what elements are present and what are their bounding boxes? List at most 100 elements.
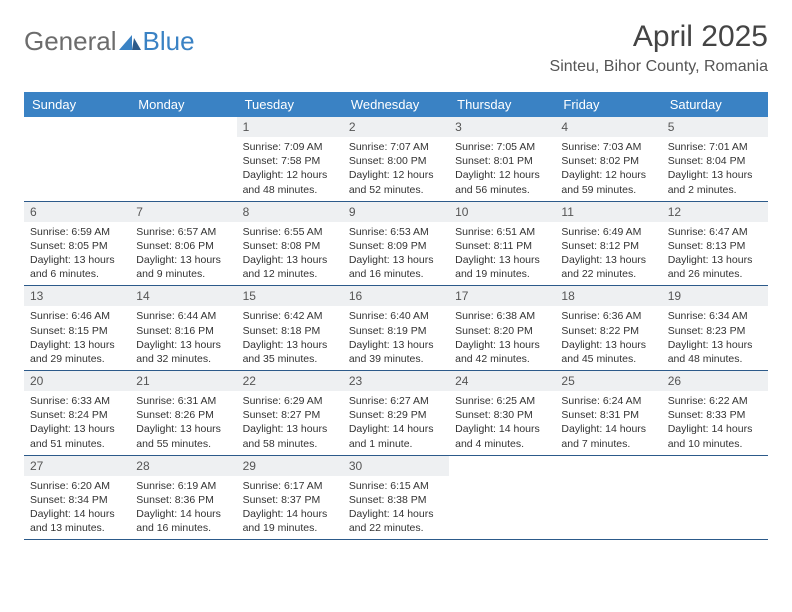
- calendar-empty-cell: [555, 455, 661, 540]
- calendar-day-cell: 17Sunrise: 6:38 AMSunset: 8:20 PMDayligh…: [449, 286, 555, 371]
- calendar-empty-cell: [449, 455, 555, 540]
- day-details: Sunrise: 6:29 AMSunset: 8:27 PMDaylight:…: [237, 391, 343, 455]
- calendar-day-cell: 15Sunrise: 6:42 AMSunset: 8:18 PMDayligh…: [237, 286, 343, 371]
- calendar-day-cell: 27Sunrise: 6:20 AMSunset: 8:34 PMDayligh…: [24, 455, 130, 540]
- calendar-header-row: SundayMondayTuesdayWednesdayThursdayFrid…: [24, 92, 768, 117]
- weekday-header: Saturday: [662, 92, 768, 117]
- calendar-day-cell: 12Sunrise: 6:47 AMSunset: 8:13 PMDayligh…: [662, 201, 768, 286]
- day-details: Sunrise: 6:47 AMSunset: 8:13 PMDaylight:…: [662, 222, 768, 286]
- day-number: 6: [24, 202, 130, 222]
- day-number: 18: [555, 286, 661, 306]
- day-details: Sunrise: 6:53 AMSunset: 8:09 PMDaylight:…: [343, 222, 449, 286]
- day-number: 1: [237, 117, 343, 137]
- calendar-week-row: 13Sunrise: 6:46 AMSunset: 8:15 PMDayligh…: [24, 286, 768, 371]
- day-details: Sunrise: 6:31 AMSunset: 8:26 PMDaylight:…: [130, 391, 236, 455]
- day-number: 8: [237, 202, 343, 222]
- calendar-day-cell: 20Sunrise: 6:33 AMSunset: 8:24 PMDayligh…: [24, 371, 130, 456]
- day-number: 30: [343, 456, 449, 476]
- calendar-week-row: 1Sunrise: 7:09 AMSunset: 7:58 PMDaylight…: [24, 117, 768, 201]
- day-number: 9: [343, 202, 449, 222]
- location-subtitle: Sinteu, Bihor County, Romania: [550, 58, 768, 76]
- day-details: Sunrise: 6:17 AMSunset: 8:37 PMDaylight:…: [237, 476, 343, 540]
- day-number: 3: [449, 117, 555, 137]
- day-details: Sunrise: 6:25 AMSunset: 8:30 PMDaylight:…: [449, 391, 555, 455]
- calendar-day-cell: 25Sunrise: 6:24 AMSunset: 8:31 PMDayligh…: [555, 371, 661, 456]
- calendar-day-cell: 10Sunrise: 6:51 AMSunset: 8:11 PMDayligh…: [449, 201, 555, 286]
- calendar-day-cell: 6Sunrise: 6:59 AMSunset: 8:05 PMDaylight…: [24, 201, 130, 286]
- calendar-day-cell: 8Sunrise: 6:55 AMSunset: 8:08 PMDaylight…: [237, 201, 343, 286]
- day-details: Sunrise: 6:27 AMSunset: 8:29 PMDaylight:…: [343, 391, 449, 455]
- calendar-day-cell: 16Sunrise: 6:40 AMSunset: 8:19 PMDayligh…: [343, 286, 449, 371]
- calendar-week-row: 27Sunrise: 6:20 AMSunset: 8:34 PMDayligh…: [24, 455, 768, 540]
- calendar-empty-cell: [24, 117, 130, 201]
- calendar-empty-cell: [662, 455, 768, 540]
- day-details: Sunrise: 6:46 AMSunset: 8:15 PMDaylight:…: [24, 306, 130, 370]
- calendar-day-cell: 11Sunrise: 6:49 AMSunset: 8:12 PMDayligh…: [555, 201, 661, 286]
- day-details: Sunrise: 6:19 AMSunset: 8:36 PMDaylight:…: [130, 476, 236, 540]
- day-details: Sunrise: 7:03 AMSunset: 8:02 PMDaylight:…: [555, 137, 661, 201]
- calendar-day-cell: 21Sunrise: 6:31 AMSunset: 8:26 PMDayligh…: [130, 371, 236, 456]
- day-details: Sunrise: 6:36 AMSunset: 8:22 PMDaylight:…: [555, 306, 661, 370]
- day-number: 20: [24, 371, 130, 391]
- calendar-day-cell: 19Sunrise: 6:34 AMSunset: 8:23 PMDayligh…: [662, 286, 768, 371]
- day-details: Sunrise: 6:22 AMSunset: 8:33 PMDaylight:…: [662, 391, 768, 455]
- calendar-day-cell: 24Sunrise: 6:25 AMSunset: 8:30 PMDayligh…: [449, 371, 555, 456]
- brand-triangle-icon: [119, 26, 141, 57]
- calendar-day-cell: 7Sunrise: 6:57 AMSunset: 8:06 PMDaylight…: [130, 201, 236, 286]
- day-number: 5: [662, 117, 768, 137]
- weekday-header: Friday: [555, 92, 661, 117]
- day-number: 13: [24, 286, 130, 306]
- day-details: Sunrise: 6:40 AMSunset: 8:19 PMDaylight:…: [343, 306, 449, 370]
- day-details: Sunrise: 6:15 AMSunset: 8:38 PMDaylight:…: [343, 476, 449, 540]
- brand-part2: Blue: [143, 26, 195, 57]
- day-details: Sunrise: 6:42 AMSunset: 8:18 PMDaylight:…: [237, 306, 343, 370]
- month-title: April 2025: [550, 20, 768, 54]
- day-number: 24: [449, 371, 555, 391]
- day-number: 22: [237, 371, 343, 391]
- day-number: 25: [555, 371, 661, 391]
- day-details: Sunrise: 6:51 AMSunset: 8:11 PMDaylight:…: [449, 222, 555, 286]
- brand-logo: General Blue: [24, 26, 195, 57]
- day-number: 11: [555, 202, 661, 222]
- day-number: 23: [343, 371, 449, 391]
- calendar-day-cell: 13Sunrise: 6:46 AMSunset: 8:15 PMDayligh…: [24, 286, 130, 371]
- calendar-day-cell: 2Sunrise: 7:07 AMSunset: 8:00 PMDaylight…: [343, 117, 449, 201]
- day-details: Sunrise: 6:57 AMSunset: 8:06 PMDaylight:…: [130, 222, 236, 286]
- calendar-day-cell: 14Sunrise: 6:44 AMSunset: 8:16 PMDayligh…: [130, 286, 236, 371]
- day-number: 10: [449, 202, 555, 222]
- day-details: Sunrise: 6:33 AMSunset: 8:24 PMDaylight:…: [24, 391, 130, 455]
- day-details: Sunrise: 6:59 AMSunset: 8:05 PMDaylight:…: [24, 222, 130, 286]
- day-details: Sunrise: 7:01 AMSunset: 8:04 PMDaylight:…: [662, 137, 768, 201]
- weekday-header: Monday: [130, 92, 236, 117]
- day-details: Sunrise: 7:07 AMSunset: 8:00 PMDaylight:…: [343, 137, 449, 201]
- calendar-week-row: 20Sunrise: 6:33 AMSunset: 8:24 PMDayligh…: [24, 371, 768, 456]
- calendar-day-cell: 4Sunrise: 7:03 AMSunset: 8:02 PMDaylight…: [555, 117, 661, 201]
- day-details: Sunrise: 6:34 AMSunset: 8:23 PMDaylight:…: [662, 306, 768, 370]
- calendar-day-cell: 18Sunrise: 6:36 AMSunset: 8:22 PMDayligh…: [555, 286, 661, 371]
- day-details: Sunrise: 6:49 AMSunset: 8:12 PMDaylight:…: [555, 222, 661, 286]
- calendar-body: 1Sunrise: 7:09 AMSunset: 7:58 PMDaylight…: [24, 117, 768, 540]
- day-details: Sunrise: 6:55 AMSunset: 8:08 PMDaylight:…: [237, 222, 343, 286]
- title-block: April 2025 Sinteu, Bihor County, Romania: [550, 20, 768, 76]
- weekday-header: Thursday: [449, 92, 555, 117]
- day-number: 15: [237, 286, 343, 306]
- day-number: 17: [449, 286, 555, 306]
- calendar-day-cell: 9Sunrise: 6:53 AMSunset: 8:09 PMDaylight…: [343, 201, 449, 286]
- day-number: 14: [130, 286, 236, 306]
- calendar-day-cell: 5Sunrise: 7:01 AMSunset: 8:04 PMDaylight…: [662, 117, 768, 201]
- calendar-day-cell: 23Sunrise: 6:27 AMSunset: 8:29 PMDayligh…: [343, 371, 449, 456]
- weekday-header: Sunday: [24, 92, 130, 117]
- day-number: 19: [662, 286, 768, 306]
- weekday-header: Wednesday: [343, 92, 449, 117]
- calendar-empty-cell: [130, 117, 236, 201]
- day-number: 12: [662, 202, 768, 222]
- day-details: Sunrise: 7:05 AMSunset: 8:01 PMDaylight:…: [449, 137, 555, 201]
- calendar-day-cell: 30Sunrise: 6:15 AMSunset: 8:38 PMDayligh…: [343, 455, 449, 540]
- calendar-day-cell: 28Sunrise: 6:19 AMSunset: 8:36 PMDayligh…: [130, 455, 236, 540]
- day-number: 2: [343, 117, 449, 137]
- calendar-day-cell: 26Sunrise: 6:22 AMSunset: 8:33 PMDayligh…: [662, 371, 768, 456]
- calendar-table: SundayMondayTuesdayWednesdayThursdayFrid…: [24, 92, 768, 540]
- day-details: Sunrise: 6:24 AMSunset: 8:31 PMDaylight:…: [555, 391, 661, 455]
- day-details: Sunrise: 6:20 AMSunset: 8:34 PMDaylight:…: [24, 476, 130, 540]
- calendar-week-row: 6Sunrise: 6:59 AMSunset: 8:05 PMDaylight…: [24, 201, 768, 286]
